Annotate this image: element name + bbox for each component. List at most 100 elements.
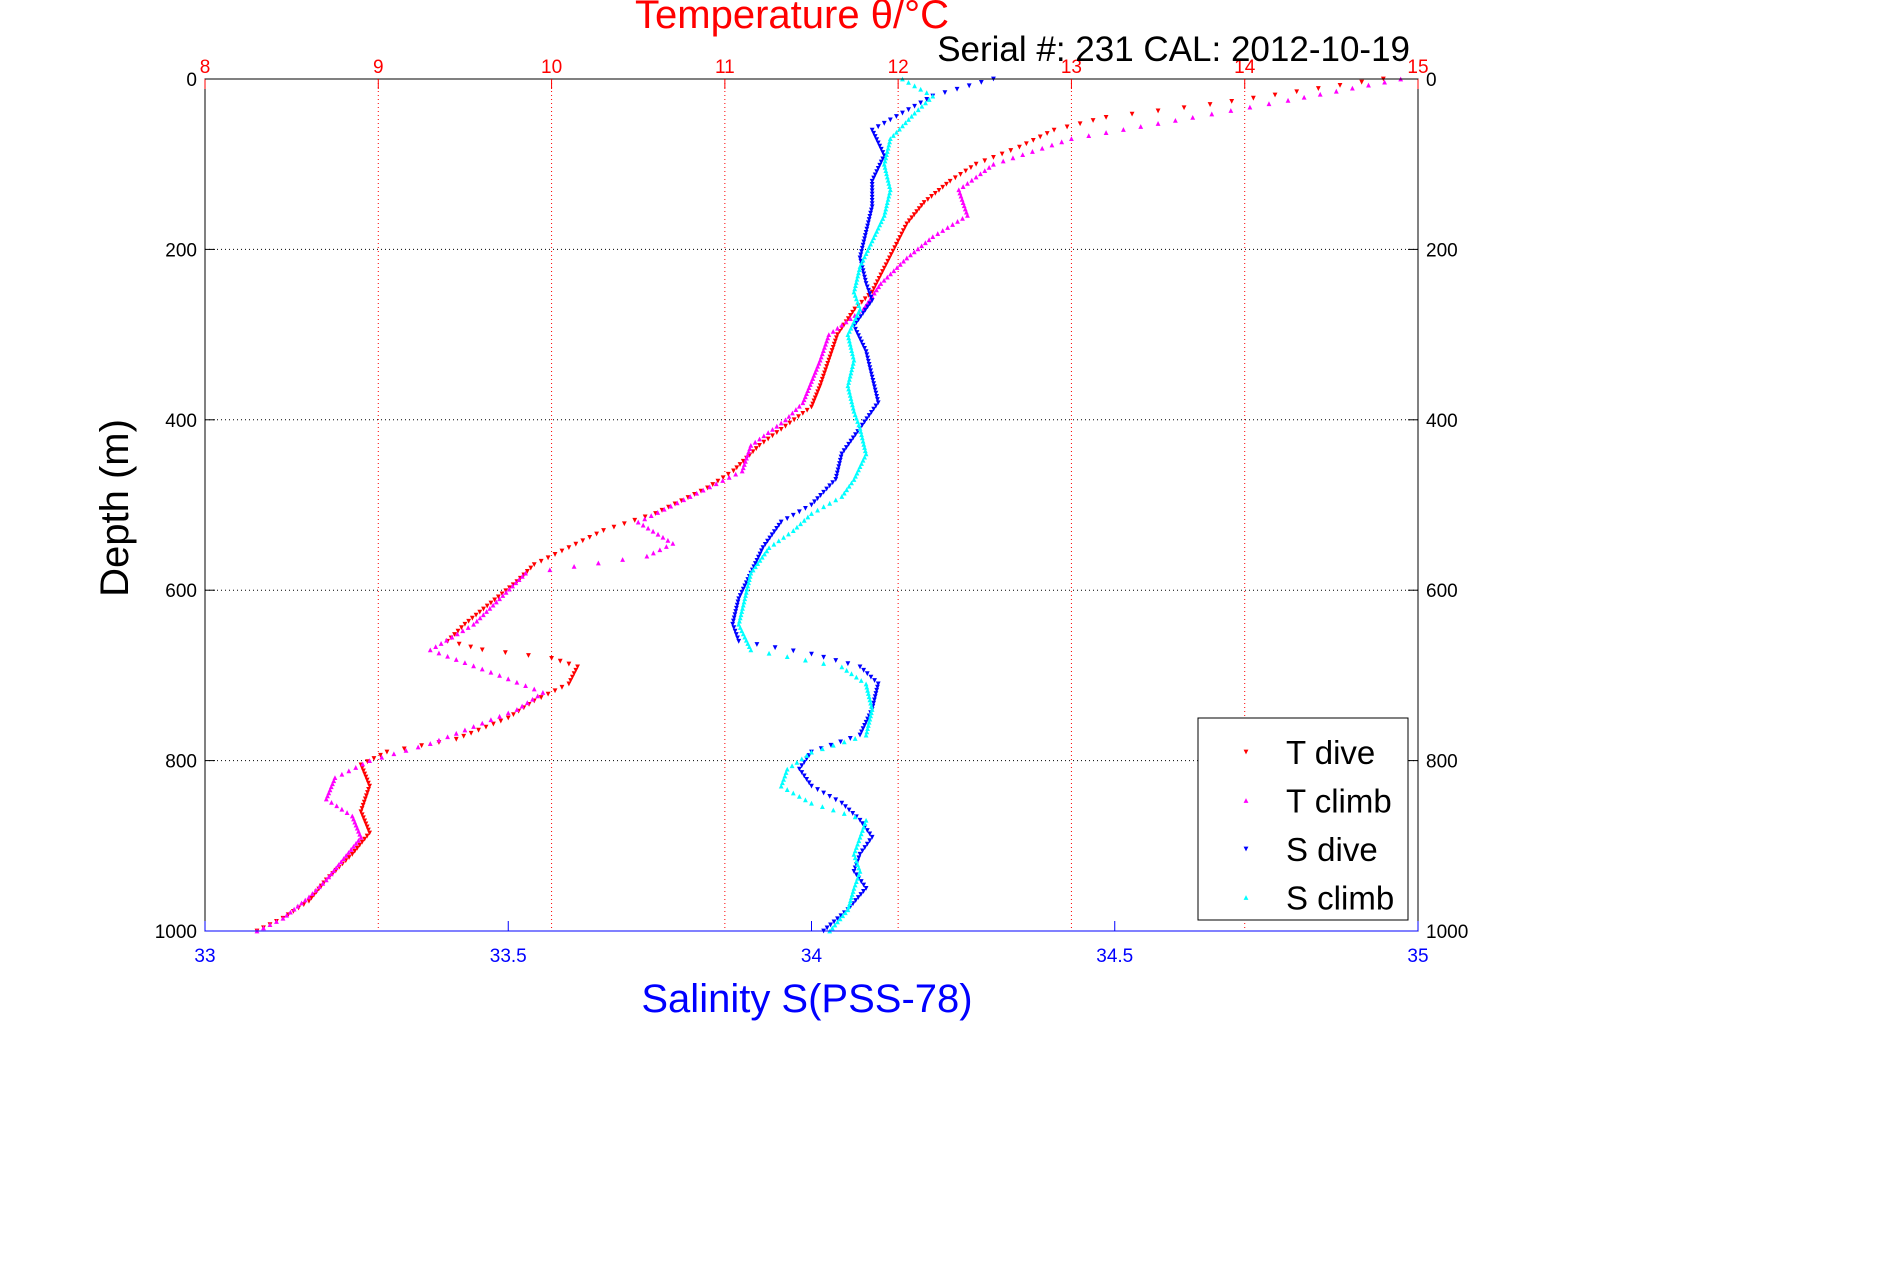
interp-marker — [865, 304, 871, 310]
interp-marker — [854, 330, 860, 335]
interp-marker — [733, 471, 739, 477]
data-point — [863, 281, 869, 286]
interp-marker — [796, 414, 801, 420]
interp-marker — [329, 799, 334, 805]
data-point — [857, 306, 863, 312]
interp-marker — [955, 219, 960, 224]
salinity-tick-label: 33 — [194, 946, 215, 967]
interp-marker — [846, 807, 852, 813]
interp-marker — [468, 730, 474, 736]
interp-marker — [732, 612, 738, 618]
data-point — [863, 681, 869, 687]
data-point — [809, 404, 814, 410]
interp-marker — [824, 364, 830, 369]
interp-marker — [861, 882, 867, 888]
interp-marker — [853, 432, 858, 438]
interp-marker — [700, 487, 706, 493]
interp-marker — [519, 573, 525, 579]
interp-marker — [725, 471, 731, 477]
interp-marker — [847, 338, 852, 344]
data-point — [341, 856, 347, 861]
interp-marker — [822, 370, 827, 376]
interp-marker — [865, 691, 871, 696]
interp-marker — [935, 231, 941, 236]
interp-marker — [453, 730, 459, 736]
interp-marker — [864, 828, 870, 833]
interp-marker — [794, 759, 800, 765]
series-s-dive — [730, 76, 996, 934]
interp-marker — [849, 892, 855, 897]
interp-marker — [914, 209, 920, 215]
interp-marker — [841, 811, 847, 816]
interp-marker — [847, 329, 852, 334]
interp-marker — [745, 583, 751, 589]
interp-marker — [871, 286, 877, 291]
interp-marker — [884, 149, 890, 154]
interp-marker — [850, 322, 855, 328]
legend-label: S climb — [1286, 880, 1394, 917]
interp-marker — [765, 430, 771, 435]
depth-tick-label-right: 800 — [1426, 752, 1458, 773]
interp-marker — [982, 158, 988, 164]
interp-marker — [841, 490, 847, 496]
interp-marker — [726, 474, 732, 480]
interp-marker — [740, 605, 745, 611]
data-point — [857, 732, 863, 738]
interp-marker — [379, 754, 385, 760]
interp-marker — [884, 152, 889, 158]
depth-tick-label: 800 — [165, 752, 197, 773]
interp-marker — [371, 756, 377, 761]
interp-marker — [859, 249, 864, 254]
interp-marker — [737, 618, 742, 624]
interp-marker — [474, 618, 480, 624]
interp-marker — [918, 100, 924, 106]
interp-marker — [1229, 98, 1235, 104]
interp-marker — [850, 354, 856, 360]
interp-marker — [471, 663, 476, 669]
interp-marker — [926, 97, 932, 102]
interp-marker — [832, 338, 838, 344]
interp-marker — [848, 895, 854, 900]
interp-marker — [745, 641, 751, 646]
interp-marker — [901, 258, 906, 264]
interp-marker — [1250, 95, 1256, 101]
interp-marker — [876, 275, 882, 281]
interp-marker — [883, 206, 889, 212]
interp-marker — [828, 922, 833, 928]
interp-marker — [861, 441, 867, 447]
interp-marker — [835, 916, 840, 922]
interp-marker — [884, 171, 889, 177]
interp-marker — [850, 364, 855, 369]
data-point — [367, 830, 373, 836]
interp-marker — [743, 589, 749, 595]
interp-marker — [880, 150, 886, 155]
interp-marker — [868, 294, 874, 300]
interp-marker — [858, 429, 864, 434]
interp-marker — [829, 348, 835, 353]
interp-marker — [770, 426, 775, 432]
interp-marker — [833, 797, 839, 803]
interp-marker — [932, 191, 938, 196]
interp-marker — [848, 325, 854, 331]
data-point — [783, 417, 788, 423]
interp-marker — [868, 710, 874, 716]
interp-marker — [834, 335, 839, 341]
interp-marker — [856, 317, 861, 323]
interp-marker — [960, 184, 966, 189]
data-point — [887, 255, 892, 261]
interp-marker — [912, 83, 918, 89]
interp-marker — [754, 557, 760, 563]
interp-marker — [772, 645, 778, 651]
interp-marker — [765, 538, 770, 544]
interp-marker — [877, 162, 883, 168]
interp-marker — [902, 224, 908, 230]
interp-marker — [352, 848, 358, 854]
data-point — [878, 281, 884, 286]
interp-marker — [892, 245, 898, 251]
interp-marker — [853, 280, 859, 285]
data-point — [323, 796, 329, 802]
interp-marker — [848, 898, 853, 903]
interp-marker — [663, 544, 669, 549]
data-point — [839, 494, 845, 499]
